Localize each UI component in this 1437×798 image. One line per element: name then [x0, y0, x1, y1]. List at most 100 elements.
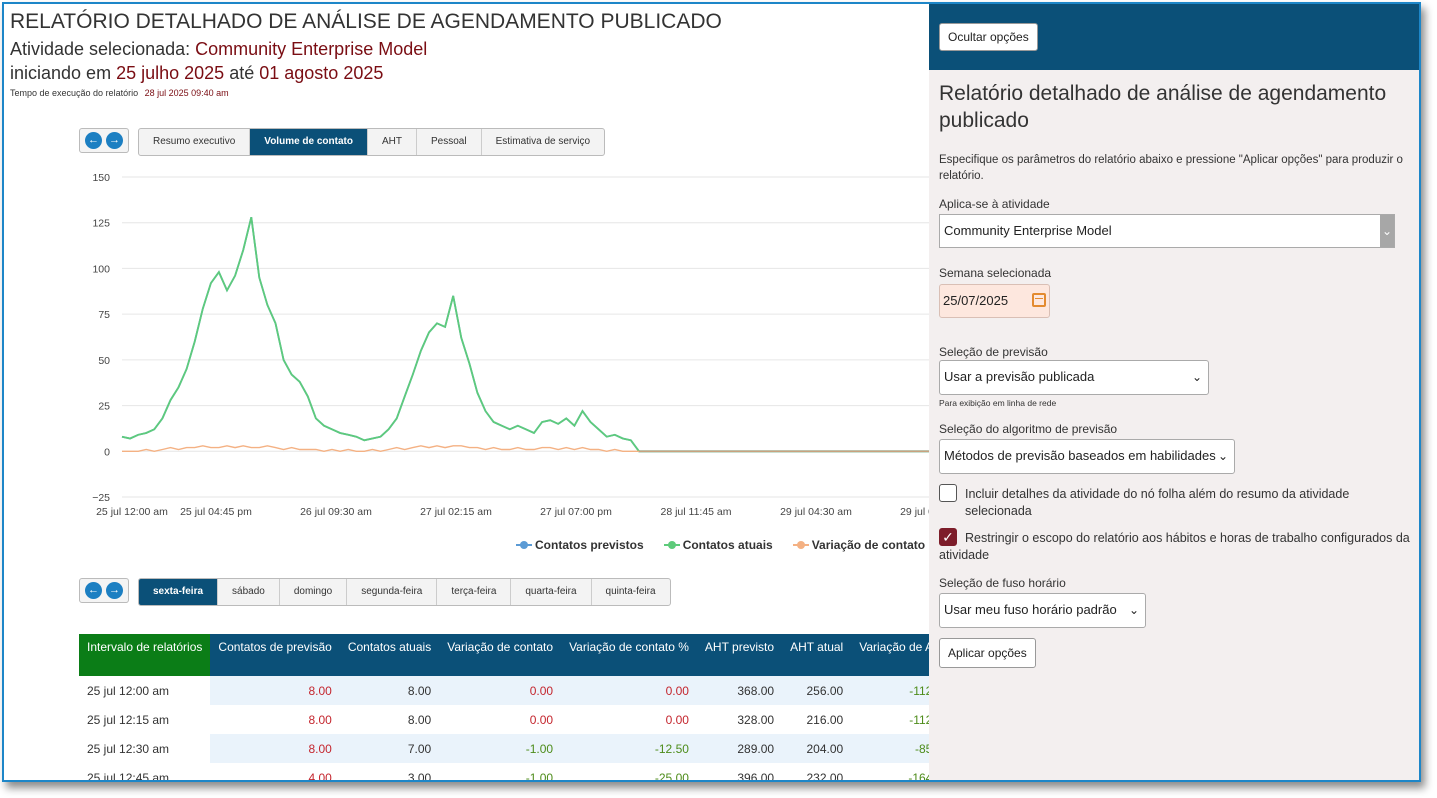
table-cell: -25.00: [654, 770, 689, 782]
table-cell: 0.00: [529, 712, 554, 727]
day-tab-3[interactable]: segunda-feira: [347, 579, 438, 605]
column-header[interactable]: Variação de AHT: [851, 634, 929, 676]
tab-1[interactable]: Volume de contato: [250, 129, 368, 155]
arrow-right-icon[interactable]: →: [106, 132, 123, 149]
y-tick-label: 100: [92, 263, 110, 275]
restrict-scope-checkbox[interactable]: ✓: [939, 528, 957, 546]
y-tick-label: 0: [104, 446, 110, 458]
activity-label: Atividade selecionada:: [10, 39, 191, 59]
chart-legend: Contatos previstos Contatos atuais Variaçã…: [516, 538, 929, 552]
activity-select[interactable]: Community Enterprise Model ⌄: [939, 214, 1395, 248]
x-tick-label: 25 jul 04:45 pm: [180, 506, 252, 518]
day-tab-0[interactable]: sexta-feira: [139, 579, 219, 605]
table-cell: 8.00: [210, 676, 340, 705]
calendar-icon[interactable]: [1032, 293, 1046, 307]
tab-4[interactable]: Estimativa de serviço: [495, 136, 591, 147]
table-cell: -12.50: [561, 734, 697, 763]
arrow-right-icon[interactable]: →: [106, 582, 123, 599]
chevron-down-icon: ⌄: [1128, 603, 1139, 617]
column-header[interactable]: AHT atual: [782, 634, 852, 676]
tab-3[interactable]: Pessoal: [417, 129, 482, 155]
y-tick-label: 25: [98, 401, 110, 413]
activity-value: Community Enterprise Model: [195, 39, 428, 59]
table-cell: 25 jul 12:15 am: [87, 712, 170, 727]
exec-label: Tempo de execução do relatório: [10, 88, 139, 98]
legend-item[interactable]: Contatos previstos: [516, 538, 644, 552]
column-header[interactable]: Intervalo de relatórios: [79, 634, 211, 676]
column-header[interactable]: Contatos de previsão: [210, 634, 340, 676]
day-tab-2[interactable]: domingo: [280, 579, 348, 605]
contact-volume-chart: 150 125 100 75 50 25 0 −25 25 jul 12:00 am 25 jul…: [92, 172, 929, 518]
table-cell: -85.00: [851, 734, 929, 763]
date-range-line: iniciando em 25 julho 2025 até 01 agosto…: [10, 63, 383, 84]
table-cell: 256.00: [782, 676, 852, 705]
forecast-label: Seleção de previsão: [939, 345, 1048, 359]
series-line-1: [121, 216, 929, 453]
legend-item[interactable]: Contatos atuais: [663, 538, 773, 552]
legend-label: Variação de contato: [811, 538, 926, 552]
table-cell: 8.00: [210, 734, 340, 763]
table-cell: 328.00: [737, 712, 775, 727]
range-prefix: iniciando em: [10, 63, 112, 83]
column-header[interactable]: Contatos atuais: [339, 634, 440, 676]
panel-header: Ocultar opções: [929, 4, 1419, 70]
table-cell: -112.00: [851, 676, 929, 705]
forecast-note: Para exibição em linha de rede: [939, 398, 1057, 408]
y-tick-label: 50: [98, 355, 110, 367]
column-header[interactable]: Variação de contato %: [561, 634, 697, 676]
day-tab-4[interactable]: terça-feira: [437, 579, 512, 605]
interval-table: Intervalo de relatórios Contatos de previ…: [79, 634, 929, 782]
include-leaf-label: Incluir detalhes da atividade do nó folh…: [965, 487, 1350, 518]
table-cell: 8.00: [339, 676, 440, 705]
view-tabs: Resumo executivo Volume de contato AHT Pess…: [138, 128, 606, 156]
week-label: Semana selecionada: [939, 266, 1052, 280]
table-cell: 0.00: [439, 676, 562, 705]
day-tab-1[interactable]: sábado: [218, 579, 280, 605]
table-row: 25 jul 12:45 am 4.00 3.00 -1.00 -25.00 396.00…: [79, 763, 929, 782]
table-row: 25 jul 12:00 am 8.00 8.00 0.00 0.00 368.00 256…: [79, 676, 929, 705]
day-nav: ← →: [79, 578, 129, 603]
table-cell: -164.00: [908, 770, 929, 782]
forecast-select-value: Usar a previsão publicada: [944, 369, 1095, 384]
legend-item[interactable]: Variação de contato: [792, 538, 926, 552]
column-header[interactable]: Variação de contato: [439, 634, 562, 676]
y-tick-label: 150: [92, 172, 110, 184]
timezone-select[interactable]: Usar meu fuso horário padrão ⌄: [939, 593, 1146, 628]
column-header[interactable]: AHT previsto: [696, 634, 783, 676]
table-cell: 3.00: [407, 770, 432, 782]
chevron-down-icon: ⌄: [1217, 449, 1228, 463]
report-area: RELATÓRIO DETALHADO DE ANÁLISE DE AGENDA…: [4, 4, 929, 782]
y-tick-label: 75: [98, 309, 110, 321]
tab-0[interactable]: Resumo executivo: [139, 129, 251, 155]
timezone-select-value: Usar meu fuso horário padrão: [944, 602, 1117, 617]
algorithm-select-value: Métodos de previsão baseados em habilida…: [944, 448, 1216, 463]
table-cell: 25 jul 12:45 am: [87, 770, 170, 782]
exec-value: 28 jul 2025 09:40 am: [144, 88, 229, 98]
include-leaf-checkbox[interactable]: [939, 484, 957, 502]
day-tab-5[interactable]: quarta-feira: [511, 579, 592, 605]
range-start: 25 julho 2025: [116, 63, 225, 83]
arrow-left-icon[interactable]: ←: [85, 132, 102, 149]
arrow-left-icon[interactable]: ←: [85, 582, 102, 599]
page-title: RELATÓRIO DETALHADO DE ANÁLISE DE AGENDA…: [10, 10, 722, 33]
table-cell: 204.00: [782, 734, 852, 763]
activity-line: Atividade selecionada: Community Enterpr…: [10, 39, 427, 60]
table-row: 25 jul 12:15 am 8.00 8.00 0.00 0.00 328.00 216…: [79, 705, 929, 734]
options-panel: Ocultar opções Relatório detalhado de an…: [929, 4, 1419, 780]
table-cell: 4.00: [308, 770, 332, 782]
table-header-row: Intervalo de relatórios Contatos de previ…: [79, 634, 929, 676]
legend-swatch: [663, 540, 680, 550]
forecast-select[interactable]: Usar a previsão publicada ⌄: [939, 360, 1209, 395]
legend-label: Contatos previstos: [535, 538, 644, 552]
chevron-down-icon: ⌄: [1380, 215, 1394, 247]
algorithm-select[interactable]: Métodos de previsão baseados em habilida…: [939, 439, 1235, 474]
tab-2[interactable]: AHT: [368, 129, 417, 155]
activity-select-value: Community Enterprise Model: [944, 223, 1112, 238]
day-tab-6[interactable]: quinta-feira: [605, 586, 656, 597]
hide-options-button[interactable]: Ocultar opções: [939, 23, 1038, 51]
apply-options-button[interactable]: Aplicar opções: [939, 638, 1036, 668]
table-row: 25 jul 12:30 am 8.00 7.00 -1.00 -12.50 289.00…: [79, 734, 929, 763]
table-cell: 396.00: [737, 770, 775, 782]
week-date-input[interactable]: 25/07/2025: [939, 284, 1050, 318]
table-cell: -112.00: [909, 712, 929, 727]
